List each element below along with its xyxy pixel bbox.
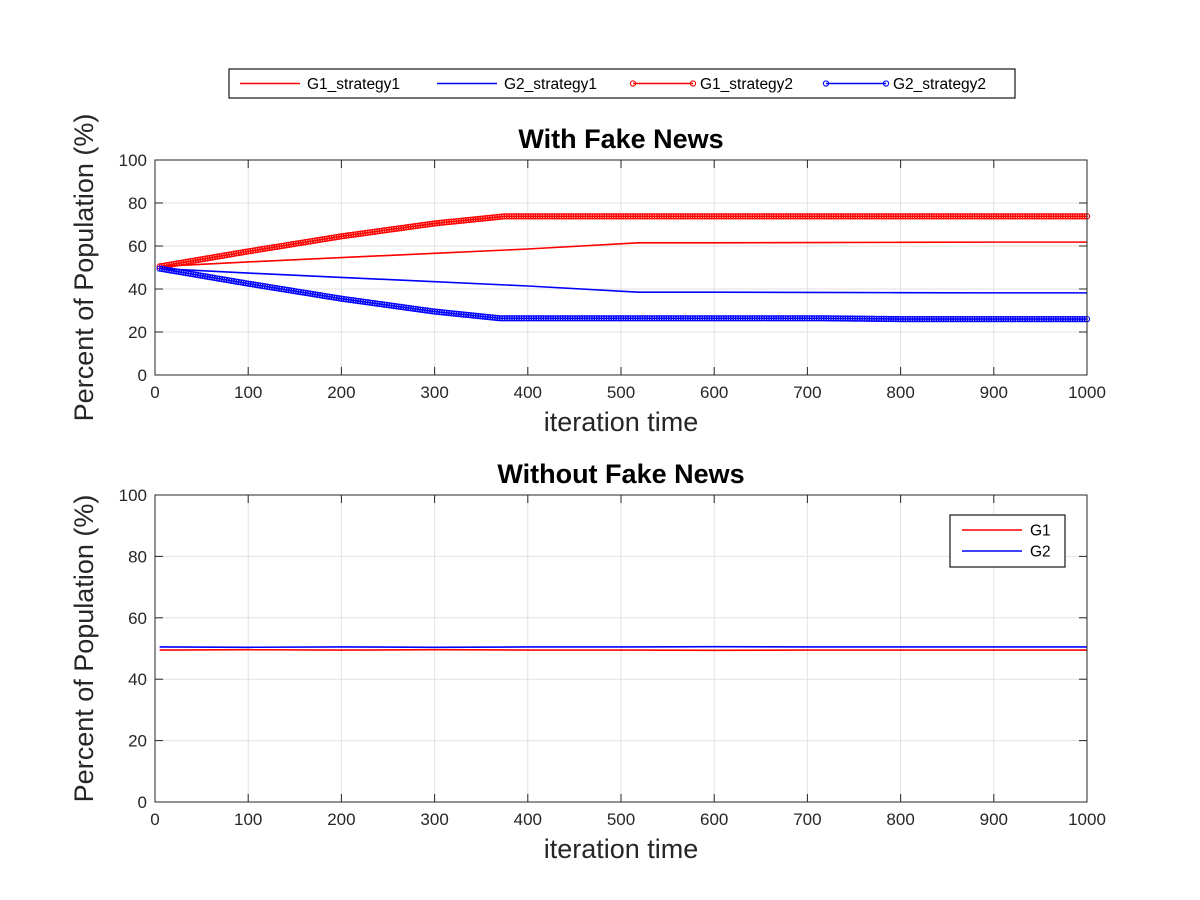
y-tick-label: 60 [128,609,147,628]
x-tick-label: 200 [327,383,355,402]
x-tick-label: 100 [234,810,262,829]
x-tick-label: 200 [327,810,355,829]
series-g1-line [159,648,1087,652]
y-tick-label: 80 [128,194,147,213]
legend-label: G2_strategy2 [893,76,986,93]
plot-title: Without Fake News [497,459,744,489]
x-tick-label: 300 [420,810,448,829]
series-group [156,213,1091,323]
grid [155,160,1087,375]
y-tick-label: 20 [128,732,147,751]
y-tick-label: 0 [138,793,147,812]
x-tick-label: 600 [700,383,728,402]
legend-marker [689,80,697,87]
legend-marker [629,80,637,87]
ticks: 0 100 200 300 400 500 600 700 800 900 1000 0 20 40 60 8… [119,151,1106,402]
x-axis-label: iteration time [544,407,699,437]
legend-label: G1 [1030,523,1051,540]
chart-without-fake-news: 0 100 200 300 400 500 600 700 800 900 1000 0 20 40 60 8… [69,459,1106,864]
y-tick-label: 0 [138,366,147,385]
legend-item: G2 [962,544,1051,561]
x-tick-label: 800 [886,383,914,402]
legend-label: G1_strategy1 [307,76,400,93]
x-tick-label: 300 [420,383,448,402]
x-tick-label: 0 [150,810,159,829]
legend-item: G1 [962,523,1051,540]
y-tick-label: 100 [119,151,147,170]
legend-box [949,514,1066,568]
x-tick-label: 1000 [1068,810,1106,829]
legend-label: G2_strategy1 [504,76,597,93]
x-tick-label: 500 [607,810,635,829]
series-g2-strategy2-markers [156,265,1091,323]
series-g2-strategy1-line [159,267,1087,294]
x-tick-label: 400 [514,810,542,829]
legend-item: G2_strategy2 [822,76,986,93]
y-tick-label: 40 [128,280,147,299]
x-tick-label: 700 [793,810,821,829]
plot-title: With Fake News [518,124,723,154]
x-tick-label: 900 [980,383,1008,402]
y-axis-label: Percent of Population (%) [69,114,99,422]
x-tick-label: 600 [700,810,728,829]
y-tick-label: 40 [128,670,147,689]
chart-with-fake-news: 0 100 200 300 400 500 600 700 800 900 1000 0 20 40 60 8… [69,68,1106,437]
legend-label: G2 [1030,544,1051,561]
y-tick-label: 60 [128,237,147,256]
x-tick-label: 100 [234,383,262,402]
series-g2-line [159,645,1087,649]
grid [155,495,1087,802]
legend-item: G1_strategy2 [629,76,793,93]
legend-item: G2_strategy1 [437,76,597,93]
ticks: 0 100 200 300 400 500 600 700 800 900 1000 0 20 40 60 8… [119,486,1106,829]
series-g1-strategy1-line [159,241,1087,268]
y-tick-label: 100 [119,486,147,505]
y-tick-label: 20 [128,323,147,342]
series-group [159,645,1087,652]
x-tick-label: 0 [150,383,159,402]
legend-label: G1_strategy2 [700,76,793,93]
y-tick-label: 80 [128,547,147,566]
y-axis-label: Percent of Population (%) [69,495,99,803]
x-tick-label: 700 [793,383,821,402]
x-tick-label: 500 [607,383,635,402]
x-tick-label: 1000 [1068,383,1106,402]
x-axis-label: iteration time [544,834,699,864]
legend-item: G1_strategy1 [240,76,400,93]
x-tick-label: 800 [886,810,914,829]
legend-marker [822,80,830,87]
x-tick-label: 400 [514,383,542,402]
x-tick-label: 900 [980,810,1008,829]
legend-marker [882,80,890,87]
legend: G1_strategy1 G2_strategy1 G1_strategy2 G2_s… [228,68,1016,99]
series-g1-strategy2-markers [156,213,1091,270]
